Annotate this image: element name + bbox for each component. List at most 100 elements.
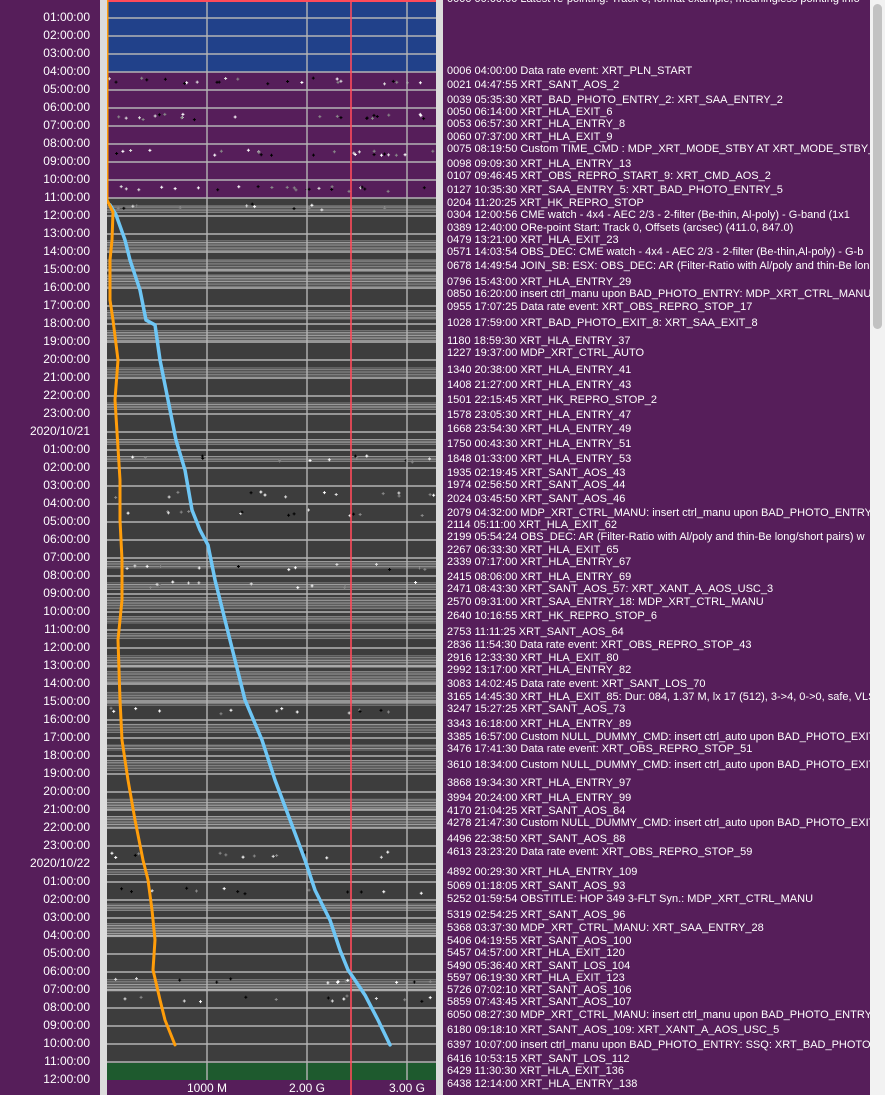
event-log-entry[interactable]: 3247 15:27:25 XRT_SANT_AOS_73 [447,703,626,716]
data-stripe [107,822,436,824]
event-log-entry[interactable]: 0107 09:46:45 XRT_OBS_REPRO_START_9: XRT… [447,170,771,183]
event-log-entry[interactable]: 6416 10:53:15 XRT_SANT_LOS_112 [447,1052,630,1065]
event-log-entry[interactable]: 4278 21:47:30 Custom NULL_DUMMY_CMD: ins… [447,817,870,830]
event-log-entry[interactable]: 0075 08:19:50 Custom TIME_CMD : MDP_XRT_… [447,142,870,155]
event-log-list[interactable]: 0000 00:00:00 Latest re-pointing: Track … [443,0,870,1095]
event-log-entry[interactable]: 1180 18:59:30 XRT_HLA_ENTRY_37 [447,334,631,347]
event-log-entry[interactable]: 5859 07:43:45 XRT_SANT_AOS_107 [447,996,632,1009]
event-log-entry[interactable]: 1408 21:27:00 XRT_HLA_ENTRY_43 [447,379,632,392]
event-log-entry[interactable]: 5406 04:19:55 XRT_SANT_AOS_100 [447,934,632,947]
event-log-entry[interactable]: 5368 03:37:30 MDP_XRT_CTRL_MANU: XRT_SAA… [447,922,764,935]
event-log-entry[interactable]: 4170 21:04:25 XRT_SANT_AOS_84 [447,804,626,817]
event-log-entry[interactable]: 5069 01:18:05 XRT_SANT_AOS_93 [447,880,626,893]
data-stripe [107,985,436,987]
event-log-entry[interactable]: 4496 22:38:50 XRT_SANT_AOS_88 [447,832,626,845]
event-log-entry[interactable]: 5457 04:57:00 XRT_HLA_EXIT_120 [447,947,625,960]
event-log-entry[interactable]: 2339 07:17:00 XRT_HLA_ENTRY_67 [447,556,632,569]
event-log-entry[interactable]: 1227 19:37:00 MDP_XRT_CTRL_AUTO [447,347,645,360]
event-log-entry[interactable]: 0053 06:57:30 XRT_HLA_ENTRY_8 [447,118,626,131]
scatter-mark [431,149,435,153]
event-log-entry[interactable]: 2114 05:11:00 XRT_HLA_EXIT_62 [447,518,618,531]
scatter-mark [296,586,300,590]
event-log-entry[interactable]: 0479 13:21:00 XRT_HLA_EXIT_23 [447,234,619,247]
event-log-entry[interactable]: 0304 12:00:56 CME watch - 4x4 - AEC 2/3 … [447,209,850,222]
event-log-entry[interactable]: 0021 04:47:55 XRT_SANT_AOS_2 [447,79,620,92]
scatter-mark [114,977,118,981]
event-log-entry[interactable]: 6180 09:18:10 XRT_SANT_AOS_109: XRT_XANT… [447,1024,780,1037]
event-log-entry[interactable]: 0204 11:20:25 XRT_HK_REPRO_STOP [447,197,644,210]
scrollbar-thumb[interactable] [873,4,882,329]
event-log-entry[interactable]: 0571 14:03:54 OBS_DEC: CME watch - 4x4 -… [447,246,864,259]
event-log-entry[interactable]: 2570 09:31:00 XRT_SAA_ENTRY_18: MDP_XRT_… [447,596,764,609]
event-log-entry[interactable]: 3083 14:02:45 Data rate event: XRT_SANT_… [447,677,706,690]
event-log-entry[interactable]: 1750 00:43:30 XRT_HLA_ENTRY_51 [447,438,632,451]
time-tick-label: 11:00:00 [44,190,90,204]
event-log-entry[interactable]: 0000 00:00:00 Latest re-pointing: Track … [447,0,870,6]
event-log-entry[interactable]: 6050 08:27:30 MDP_XRT_CTRL_MANU: insert … [447,1009,870,1022]
event-log-entry[interactable]: 3385 16:57:00 Custom NULL_DUMMY_CMD: ins… [447,730,870,743]
event-log-entry[interactable]: 1501 22:15:45 XRT_HK_REPRO_STOP_2 [447,393,657,406]
event-log-entry[interactable]: 2199 05:54:24 OBS_DEC: AR (Filter-Ratio … [447,531,865,544]
event-log-entry[interactable]: 0955 17:07:25 Data rate event: XRT_OBS_R… [447,301,753,314]
scatter-mark [293,566,297,570]
event-log-entry[interactable]: 2415 08:06:00 XRT_HLA_ENTRY_69 [447,570,632,583]
scatter-mark [185,81,189,85]
event-log-entry[interactable]: 0060 07:37:00 XRT_HLA_EXIT_9 [447,130,613,143]
event-log-entry[interactable]: 2267 06:33:30 XRT_HLA_EXIT_65 [447,543,619,556]
event-log-entry[interactable]: 2836 11:54:30 Data rate event: XRT_OBS_R… [447,639,752,652]
event-log-entry[interactable]: 0050 06:14:00 XRT_HLA_EXIT_6 [447,105,613,118]
scatter-mark [163,77,167,81]
event-log-entry[interactable]: 5726 07:02:10 XRT_SANT_AOS_106 [447,984,632,997]
event-log-entry[interactable]: 2916 12:33:30 XRT_HLA_EXIT_80 [447,651,619,664]
event-log-entry[interactable]: 3868 19:34:30 XRT_HLA_ENTRY_97 [447,777,632,790]
event-log-entry[interactable]: 2753 11:11:25 XRT_SANT_AOS_64 [447,626,624,639]
event-log-entry[interactable]: 1974 02:56:50 XRT_SANT_AOS_44 [447,479,626,492]
event-log-entry[interactable]: 4892 00:29:30 XRT_HLA_ENTRY_109 [447,865,638,878]
event-log-entry[interactable]: 0039 05:35:30 XRT_BAD_PHOTO_ENTRY_2: XRT… [447,93,783,106]
scatter-mark [263,493,267,497]
event-log-entry[interactable]: 6429 11:30:30 XRT_HLA_EXIT_136 [447,1065,624,1078]
scatter-mark [145,78,149,82]
event-log-entry[interactable]: 3994 20:24:00 XRT_HLA_ENTRY_99 [447,792,632,805]
scatter-mark [285,185,289,189]
event-log-entry[interactable]: 5597 06:19:30 XRT_HLA_EXIT_123 [447,971,625,984]
event-log-entry[interactable]: 3476 17:41:30 Data rate event: XRT_OBS_R… [447,743,753,756]
data-stripe [107,370,436,372]
scatter-mark [157,583,161,587]
scatter-mark [311,76,315,80]
event-log-entry[interactable]: 3165 14:45:30 XRT_HLA_EXIT_85: Dur: 084,… [447,690,870,703]
scatter-mark [395,980,399,984]
event-log-entry[interactable]: 6397 10:07:00 insert ctrl_manu upon BAD_… [447,1039,870,1052]
event-log-entry[interactable]: 0127 10:35:30 XRT_SAA_ENTRY_5: XRT_BAD_P… [447,183,783,196]
time-tick-label: 12:00:00 [43,208,90,222]
scatter-mark [124,116,128,120]
event-log-entry[interactable]: 2079 04:32:00 MDP_XRT_CTRL_MANU: insert … [447,506,870,519]
event-log-entry[interactable]: 2992 13:17:00 XRT_HLA_ENTRY_82 [447,664,632,677]
event-log-entry[interactable]: 1578 23:05:30 XRT_HLA_ENTRY_47 [447,408,632,421]
data-stripe [107,585,436,587]
scatter-mark [134,707,138,711]
event-log-entry[interactable]: 5252 01:59:54 OBSTITLE: HOP 349 3-FLT Sy… [447,892,814,905]
event-log-entry[interactable]: 2640 10:16:55 XRT_HK_REPRO_STOP_6 [447,610,657,623]
event-log-entry[interactable]: 2024 03:45:50 XRT_SANT_AOS_46 [447,492,626,505]
event-log-entry[interactable]: 2471 08:43:30 XRT_SANT_AOS_57: XRT_XANT_… [447,583,774,596]
event-log-entry[interactable]: 1668 23:54:30 XRT_HLA_ENTRY_49 [447,423,632,436]
event-log-entry[interactable]: 0098 09:09:30 XRT_HLA_ENTRY_13 [447,157,632,170]
event-log-entry[interactable]: 1935 02:19:45 XRT_SANT_AOS_43 [447,466,626,479]
event-log-entry[interactable]: 3610 18:34:00 Custom NULL_DUMMY_CMD: ins… [447,759,870,772]
event-log-entry[interactable]: 1028 17:59:00 XRT_BAD_PHOTO_EXIT_8: XRT_… [447,316,758,329]
event-log-entry[interactable]: 6438 12:14:00 XRT_HLA_ENTRY_138 [447,1077,638,1090]
event-log-entry[interactable]: 5490 05:36:40 XRT_SANT_LOS_104 [447,959,631,972]
event-log-entry[interactable]: 0006 04:00:00 Data rate event: XRT_PLN_S… [447,65,693,77]
event-log-entry[interactable]: 1848 01:33:00 XRT_HLA_ENTRY_53 [447,452,632,465]
data-volume-timeline-plot[interactable]: 1000 M 2.00 G 3.00 G [107,0,436,1095]
event-log-entry[interactable]: 0850 16:20:00 insert ctrl_manu upon BAD_… [447,288,870,301]
event-log-entry[interactable]: 0389 12:40:00 ORe-point Start: Track 0, … [447,221,794,234]
event-log-entry[interactable]: 4613 23:23:20 Data rate event: XRT_OBS_R… [447,846,753,858]
event-log-entry[interactable]: 1340 20:38:00 XRT_HLA_ENTRY_41 [447,364,632,377]
event-log-entry[interactable]: 0678 14:49:54 JOIN_SB: ESX: OBS_DEC: AR … [447,259,870,272]
event-log-entry[interactable]: 0796 15:43:00 XRT_HLA_ENTRY_29 [447,275,632,288]
event-log-entry[interactable]: 5319 02:54:25 XRT_SANT_AOS_96 [447,909,626,922]
event-log-scrollbar[interactable] [870,0,885,1095]
event-log-entry[interactable]: 3343 16:18:00 XRT_HLA_ENTRY_89 [447,718,632,731]
